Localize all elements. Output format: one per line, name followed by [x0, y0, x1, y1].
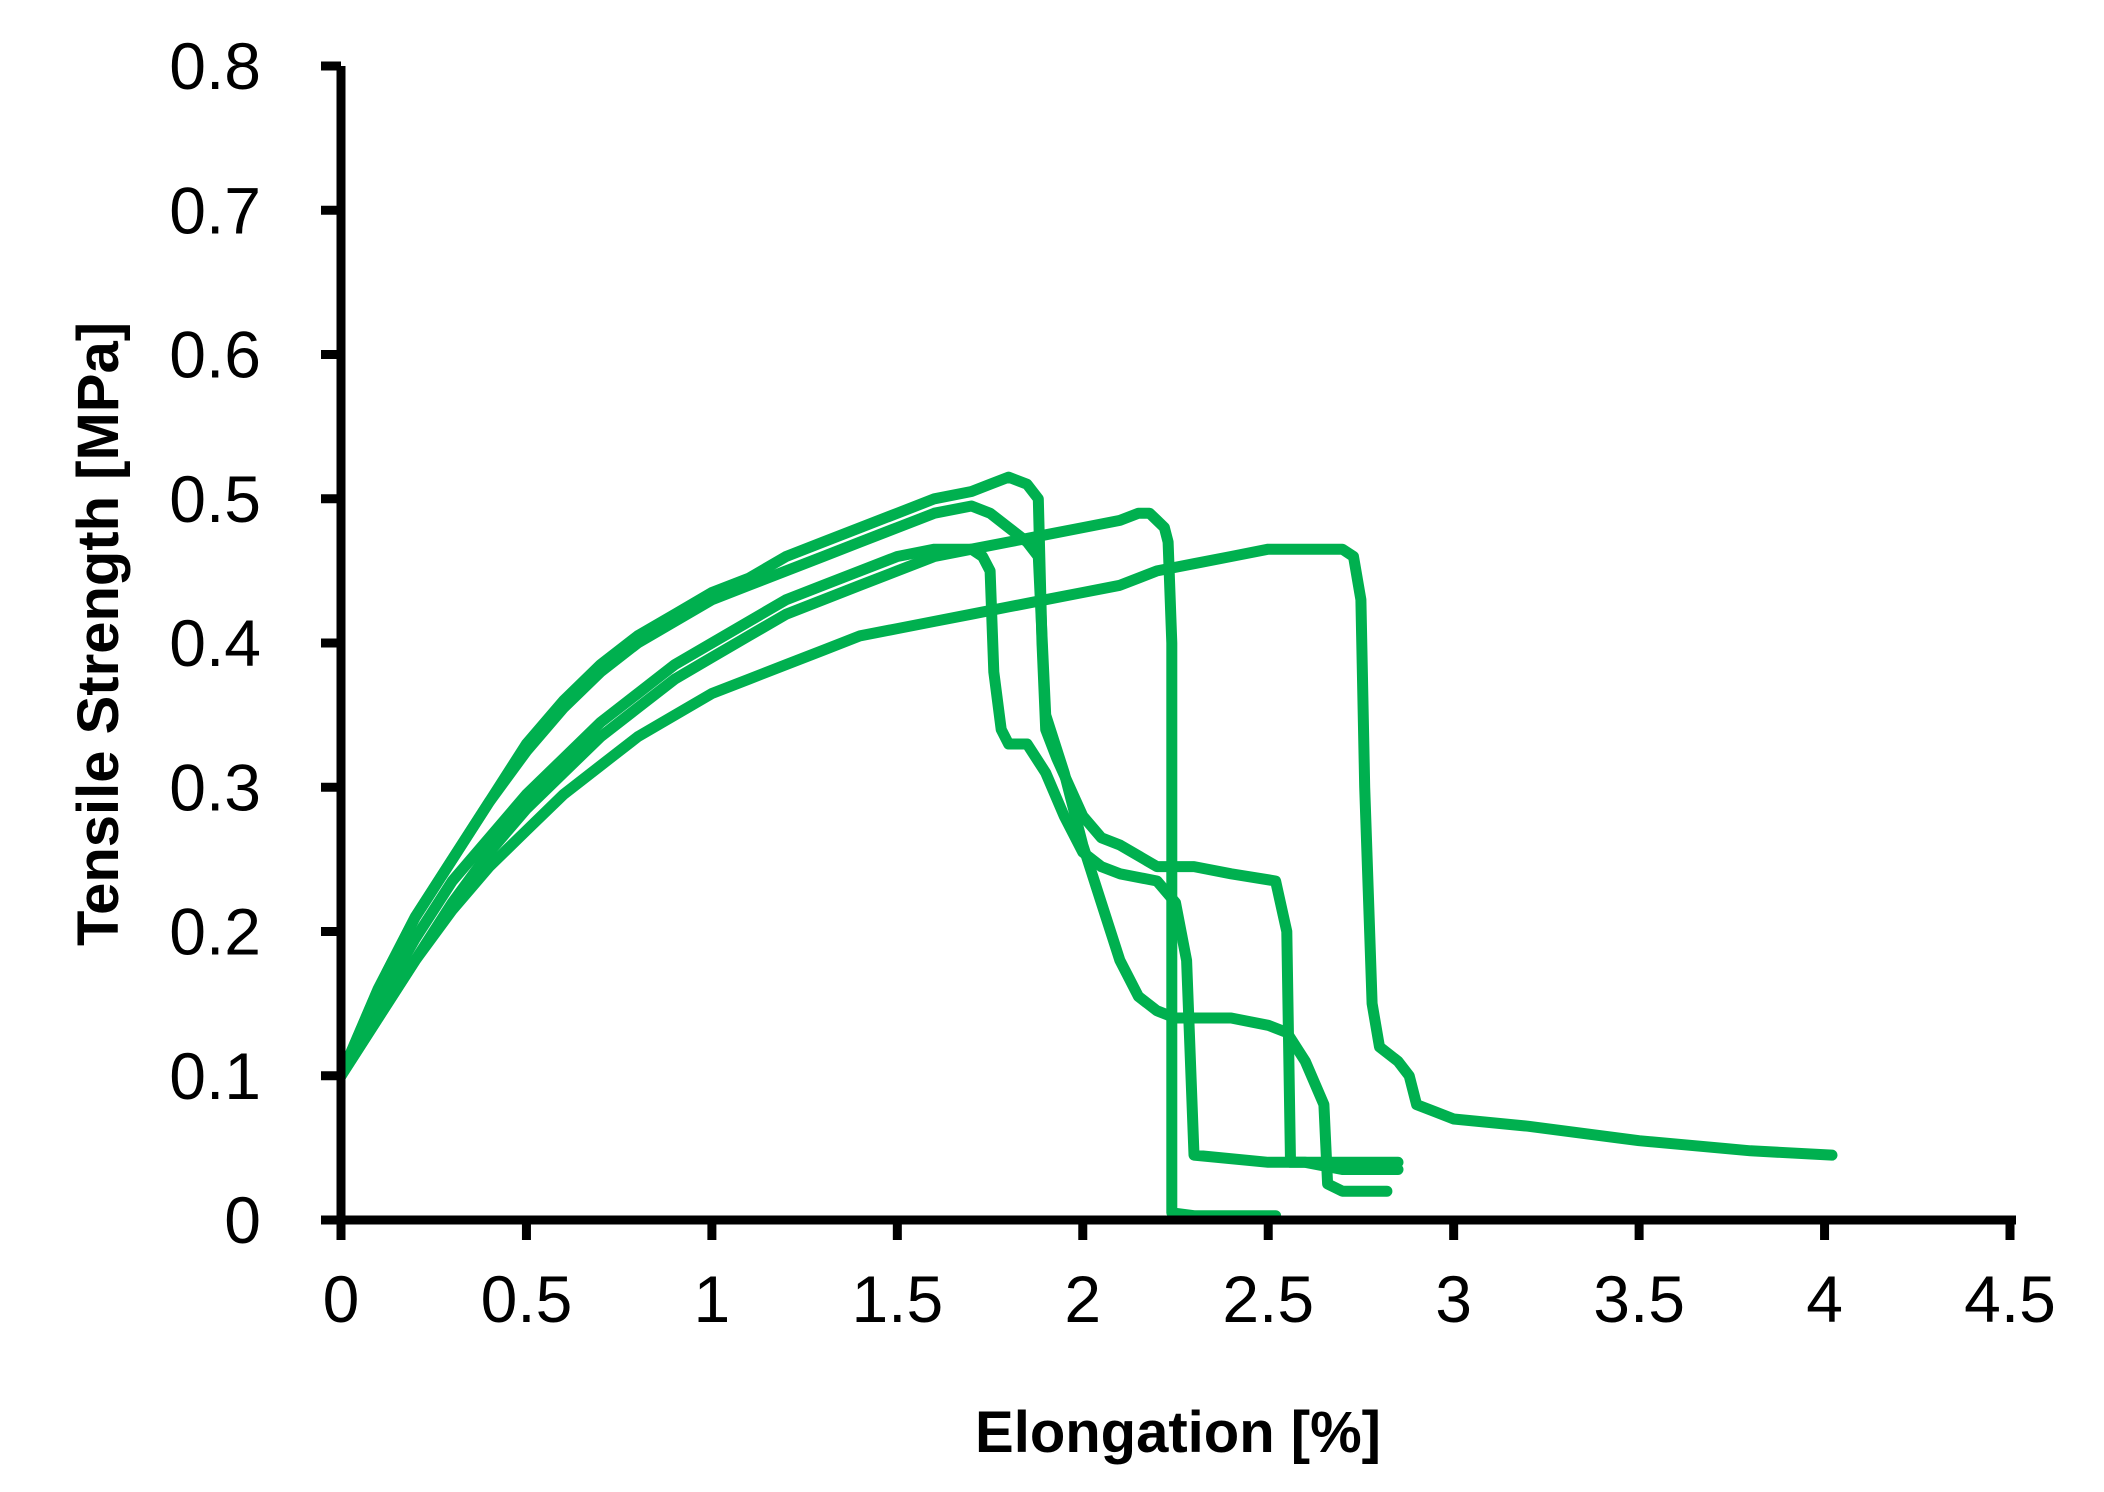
x-axis-title: Elongation [%] [975, 1400, 1381, 1465]
series-line-4 [335, 507, 1282, 1222]
x-tick-label: 4.5 [1964, 1262, 2056, 1336]
ticks-layer [321, 61, 2015, 1240]
x-tick-label: 0 [323, 1262, 360, 1336]
y-tick-label: 0.1 [169, 1039, 261, 1113]
x-tick-label: 0.5 [481, 1262, 573, 1336]
y-tick-label: 0 [224, 1183, 261, 1257]
labels-layer: 0 0.5 1 1.5 2 2.5 3 3.5 4 4.5 0 0.1 0.2 0.3 0.4 0.5 0.6 0… [169, 29, 2056, 1336]
x-tick-label: 1 [694, 1262, 731, 1336]
series-line-5 [335, 543, 1838, 1161]
y-axis-title: Tensile Strength [MPa] [66, 322, 131, 946]
x-tick-label: 1.5 [851, 1262, 943, 1336]
x-tick-label: 2 [1064, 1262, 1101, 1336]
y-tick-label: 0.7 [169, 173, 261, 247]
x-tick-label: 3.5 [1593, 1262, 1685, 1336]
y-tick-label: 0.3 [169, 750, 261, 824]
series-line-2 [335, 500, 1393, 1197]
y-tick-label: 0.5 [169, 462, 261, 536]
x-tick-label: 3 [1435, 1262, 1472, 1336]
x-tick-label: 4 [1806, 1262, 1843, 1336]
y-tick-label: 0.6 [169, 318, 261, 392]
y-tick-label: 0.4 [169, 606, 261, 680]
y-tick-label: 0.2 [169, 895, 261, 969]
y-tick-label: 0.8 [169, 29, 261, 103]
series-layer [335, 471, 1838, 1222]
x-tick-label: 2.5 [1222, 1262, 1314, 1336]
